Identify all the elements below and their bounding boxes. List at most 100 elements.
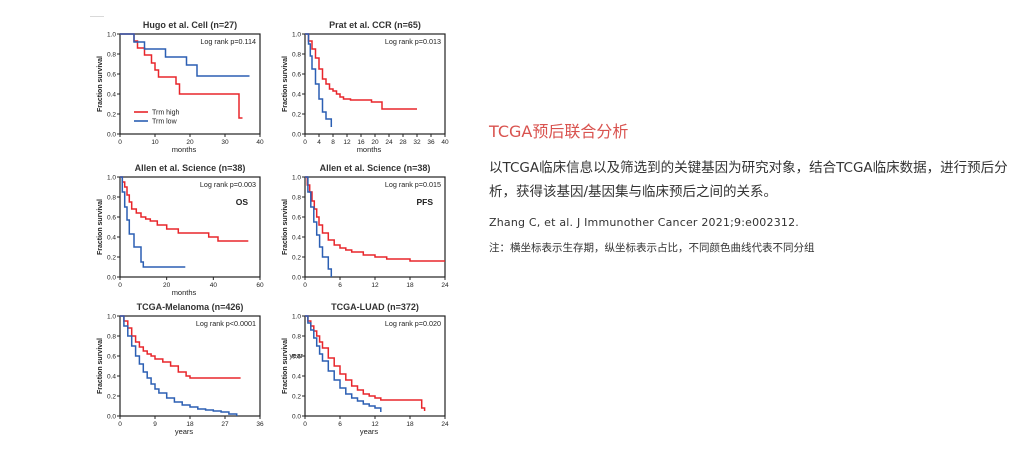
citation: Zhang C, et al. J Immunother Cancer 2021… [489,216,799,229]
endpoint-label: PFS [416,197,433,207]
y-tick-label: 0.2 [292,255,301,262]
series-line-low [305,176,333,277]
section-description: 以TCGA临床信息以及筛选到的关键基因为研究对象，结合TCGA临床数据，进行预后… [489,160,1008,200]
y-tick-label: 1.0 [292,32,301,39]
series-line-high [120,176,249,242]
y-tick-label: 0.8 [107,334,116,341]
figure-note: 注：横坐标表示生存期，纵坐标表示占比，不同颜色曲线代表不同分组 [489,242,815,254]
panel-title: Hugo et al. Cell (n=27) [143,20,237,30]
y-tick-label: 0.6 [292,354,301,361]
series-line-low [120,33,250,77]
x-tick-label: 0 [118,139,122,146]
x-tick-label: 36 [427,139,435,146]
y-tick-label: 0.2 [107,394,116,401]
x-tick-label: 6 [338,282,342,289]
y-tick-label: 0.8 [292,52,301,59]
x-tick-label: 30 [221,139,229,146]
plot-frame [304,315,446,417]
y-tick-label: 0.6 [107,354,116,361]
series-line-low [305,315,382,412]
text-section: TCGA预后联合分析 以TCGA临床信息以及筛选到的关键基因为研究对象，结合TC… [489,122,1009,256]
km-panel-1: Hugo et al. Cell (n=27) Log rank p=0.114 0… [97,20,264,154]
series-line-high [305,315,426,411]
y-tick-label: 0.4 [107,374,116,381]
y-tick-label: 0.4 [292,235,301,242]
y-tick-label: 0.0 [292,275,301,282]
y-tick-label: 1.0 [107,32,116,39]
x-tick-label: 24 [385,139,393,146]
x-axis-label: years [360,427,379,436]
endpoint-label: OS [236,197,249,207]
km-panel-3: Allen et al. Science (n=38) Log rank p=0.… [97,163,264,297]
panel-title: Allen et al. Science (n=38) [320,163,431,173]
y-tick-label: 0.6 [107,215,116,222]
y-tick-label: 0.2 [107,255,116,262]
section-title: TCGA预后联合分析 [489,122,629,141]
y-tick-label: 0.4 [107,92,116,99]
x-tick-label: 12 [343,139,351,146]
y-tick-label: 0.6 [107,72,116,79]
logrank-annotation: Log rank p=0.015 [385,180,441,189]
y-tick-label: 0.0 [107,275,116,282]
series-line-low [305,33,333,127]
logrank-annotation: Log rank p<0.0001 [196,319,256,328]
y-tick-label: 0.6 [292,72,301,79]
x-tick-label: 9 [153,421,157,428]
x-tick-label: 20 [186,139,194,146]
x-tick-label: 28 [399,139,407,146]
x-axis-label: months [172,288,197,297]
x-tick-label: 60 [256,282,264,289]
km-panel-6: TCGA-LUAD (n=372) Log rank p=0.020 0.0 0.2 0… [282,302,449,436]
survival-figure: Hugo et al. Cell (n=27) Log rank p=0.114 0… [97,20,449,436]
x-axis-label: months [172,145,197,154]
y-tick-label: 1.0 [107,314,116,321]
km-panel-5: TCGA-Melanoma (n=426) Log rank p<0.0001 0.… [97,302,264,436]
y-tick-label: 0.0 [107,414,116,421]
series-line-high [305,33,417,110]
x-tick-label: 36 [256,421,264,428]
y-axis-label: Fraction survival [282,338,289,394]
legend-label: Trm low [152,119,178,126]
y-tick-label: 0.2 [292,112,301,119]
plot-frame [119,33,261,135]
logrank-annotation: Log rank p=0.114 [200,37,256,46]
y-tick-label: 0.4 [292,92,301,99]
x-axis-label: months [357,145,382,154]
y-tick-label: 0.0 [292,414,301,421]
x-tick-label: 0 [118,421,122,428]
y-tick-label: 0.4 [107,235,116,242]
plot-frame [304,176,446,278]
x-tick-label: 20 [163,282,171,289]
x-tick-label: 6 [338,421,342,428]
x-tick-label: 0 [303,421,307,428]
panel-title: Prat et al. CCR (n=65) [329,20,421,30]
y-axis-label: Fraction survival [97,338,104,394]
panel-title: TCGA-LUAD (n=372) [331,302,419,312]
logrank-annotation: Log rank p=0.020 [385,319,441,328]
x-tick-label: 24 [441,421,449,428]
km-panel-2: Prat et al. CCR (n=65) Log rank p=0.013 0.… [282,20,449,154]
y-tick-label: 1.0 [292,175,301,182]
series-line-high [120,33,243,119]
x-tick-label: 10 [151,139,159,146]
x-tick-label: 40 [256,139,264,146]
y-tick-label: 0.8 [107,52,116,59]
y-tick-label: 1.0 [292,314,301,321]
y-tick-label: 0.8 [292,195,301,202]
x-tick-label: 16 [357,139,365,146]
series-line-low [120,315,238,416]
y-tick-label: 0.0 [107,132,116,139]
x-tick-label: 0 [118,282,122,289]
y-axis-label: Fraction survival [97,56,104,112]
x-tick-label: 32 [413,139,421,146]
plot-frame [119,315,261,417]
x-tick-label: 0 [303,139,307,146]
panel-title: Allen et al. Science (n=38) [135,163,246,173]
y-tick-label: 0.2 [107,112,116,119]
x-tick-label: 18 [186,421,194,428]
legend-label: Trm high [152,110,179,117]
x-tick-label: 27 [221,421,229,428]
y-axis-label: Fraction survival [97,199,104,255]
x-axis-label: years [175,427,194,436]
series-line-high [120,315,241,379]
